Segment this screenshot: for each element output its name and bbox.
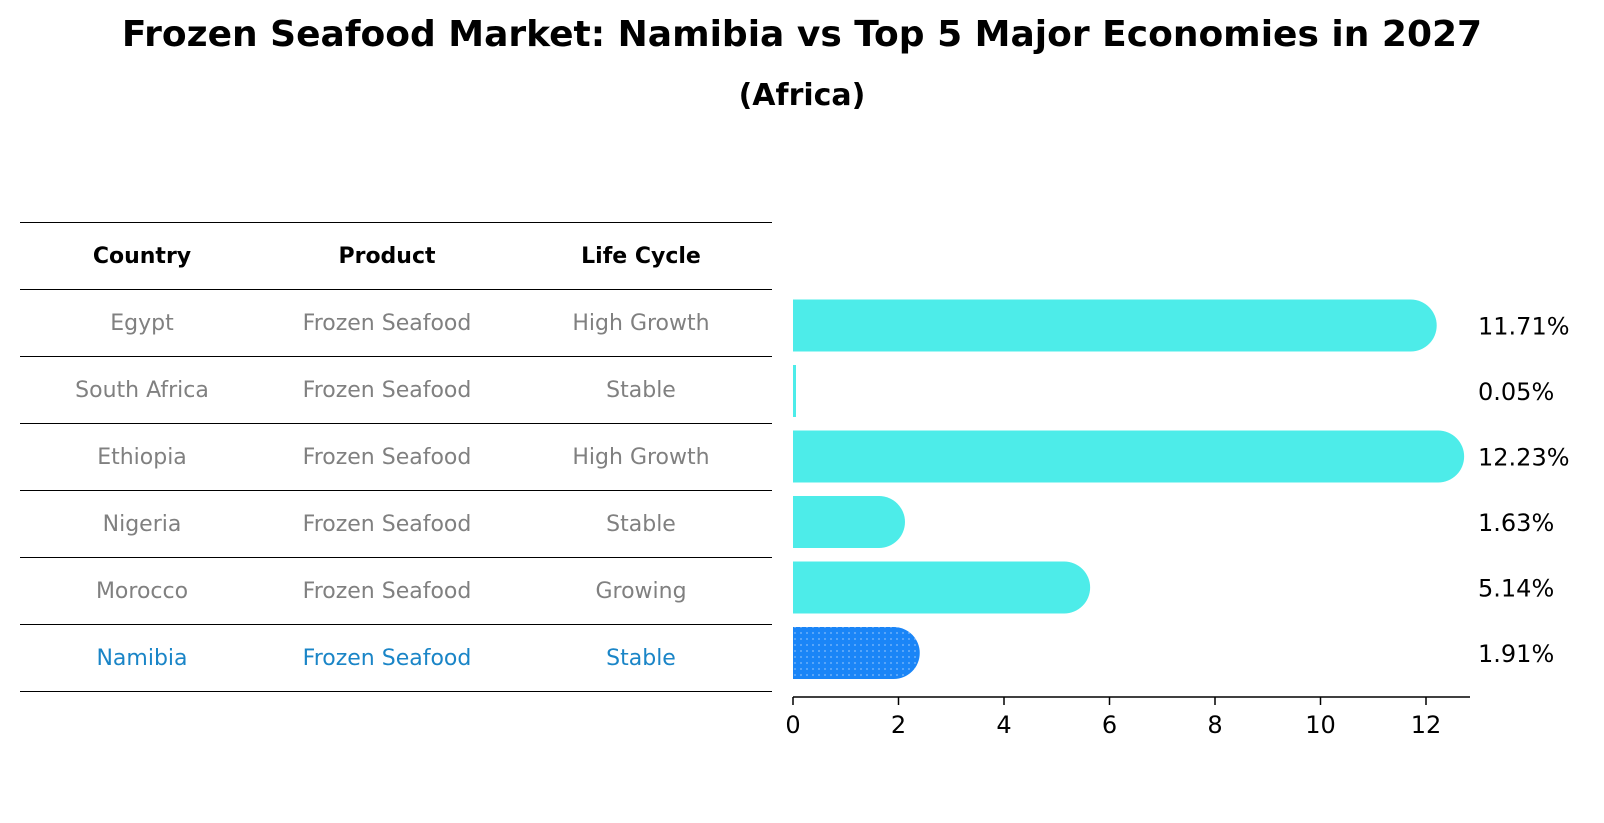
table-row: Egypt Frozen Seafood High Growth — [20, 289, 772, 357]
bar-value-label: 5.14% — [1478, 575, 1554, 603]
cell-country: Nigeria — [20, 490, 264, 558]
bar-value-label: 11.71% — [1478, 313, 1570, 341]
table-header-row: Country Product Life Cycle — [20, 222, 772, 290]
header-life-cycle: Life Cycle — [510, 222, 772, 290]
cell-product: Frozen Seafood — [264, 289, 510, 357]
bar-value-label: 12.23% — [1478, 444, 1570, 472]
table-row: Ethiopia Frozen Seafood High Growth — [20, 423, 772, 491]
bar-value-label: 1.63% — [1478, 509, 1554, 537]
chart-title: Frozen Seafood Market: Namibia vs Top 5 … — [121, 14, 1483, 55]
bar-ethiopia — [793, 430, 1465, 483]
cell-product: Frozen Seafood — [264, 624, 510, 692]
table-row: Morocco Frozen Seafood Growing — [20, 557, 772, 625]
x-tick-label: 4 — [996, 711, 1011, 739]
country-table: Country Product Life Cycle Egypt Frozen … — [20, 222, 772, 692]
bar-morocco — [793, 561, 1091, 614]
x-tick-label: 8 — [1207, 711, 1222, 739]
x-tick-label: 2 — [891, 711, 906, 739]
cell-country: South Africa — [20, 356, 264, 424]
cell-life-cycle: Stable — [510, 356, 772, 424]
cell-product: Frozen Seafood — [264, 490, 510, 558]
x-tick-label: 0 — [785, 711, 800, 739]
cell-life-cycle: Growing — [510, 557, 772, 625]
header-country: Country — [20, 222, 264, 290]
bar-value-label: 0.05% — [1478, 378, 1554, 406]
x-tick-label: 12 — [1411, 711, 1442, 739]
bar-highlight-texture — [793, 627, 920, 679]
chart-subtitle: (Africa) — [738, 78, 866, 113]
x-tick-label: 6 — [1102, 711, 1117, 739]
cell-life-cycle: Stable — [510, 490, 772, 558]
bar-egypt — [793, 299, 1437, 352]
bar-nigeria — [793, 496, 905, 548]
cell-product: Frozen Seafood — [264, 557, 510, 625]
cell-country: Morocco — [20, 557, 264, 625]
cell-product: Frozen Seafood — [264, 423, 510, 491]
table-row: Nigeria Frozen Seafood Stable — [20, 490, 772, 558]
cell-life-cycle: Stable — [510, 624, 772, 692]
cell-country: Ethiopia — [20, 423, 264, 491]
header-product: Product — [264, 222, 510, 290]
cell-country: Namibia — [20, 624, 264, 692]
cell-life-cycle: High Growth — [510, 289, 772, 357]
table-row: South Africa Frozen Seafood Stable — [20, 356, 772, 424]
cell-country: Egypt — [20, 289, 264, 357]
cell-life-cycle: High Growth — [510, 423, 772, 491]
table-row-highlighted: Namibia Frozen Seafood Stable — [20, 624, 772, 692]
cell-product: Frozen Seafood — [264, 356, 510, 424]
bar-value-label: 1.91% — [1478, 640, 1554, 668]
x-tick-label: 10 — [1305, 711, 1336, 739]
bar-south-africa — [793, 365, 796, 417]
